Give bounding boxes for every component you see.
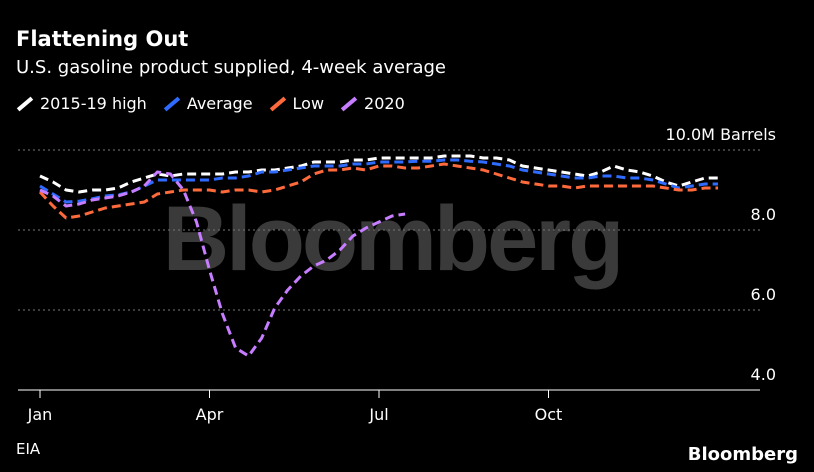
- legend-label-low: Low: [292, 94, 325, 113]
- series-lines: [38, 154, 718, 358]
- chart-legend: 2015-19 high Average Low 2020: [16, 94, 405, 113]
- x-tick-label: Jul: [368, 405, 388, 424]
- grid-lines: [18, 149, 760, 391]
- bloomberg-logo: Bloomberg: [687, 444, 798, 465]
- x-tick-label: Oct: [535, 405, 563, 424]
- legend-item-high: 2015-19 high: [16, 94, 147, 113]
- series-line-low: [38, 162, 718, 220]
- axes: 10.0M Barrels 8.0 6.0 4.0 Jan Apr Jul Oct: [27, 125, 776, 424]
- series-line-2015-19-high: [39, 154, 718, 194]
- y-tick-label: 4.0: [751, 365, 776, 384]
- y-tick-label: 8.0: [751, 205, 776, 224]
- series-line-average: [39, 158, 718, 204]
- legend-item-average: Average: [163, 94, 253, 113]
- legend-label-high: 2015-19 high: [40, 94, 147, 113]
- source-label: EIA: [16, 440, 41, 458]
- chart-title: Flattening Out: [16, 27, 189, 51]
- legend-label-2020: 2020: [364, 94, 405, 113]
- x-tick-label: Jan: [27, 405, 53, 424]
- y-tick-label: 10.0M Barrels: [666, 125, 776, 144]
- legend-item-low: Low: [269, 94, 325, 113]
- legend-item-2020: 2020: [340, 94, 405, 113]
- x-tick-label: Apr: [196, 405, 224, 424]
- legend-label-average: Average: [186, 94, 253, 113]
- y-tick-label: 6.0: [751, 285, 776, 304]
- bloomberg-watermark: Bloomberg: [163, 188, 622, 290]
- chart-subtitle: U.S. gasoline product supplied, 4-week a…: [16, 57, 447, 78]
- series-line-2020: [39, 170, 406, 358]
